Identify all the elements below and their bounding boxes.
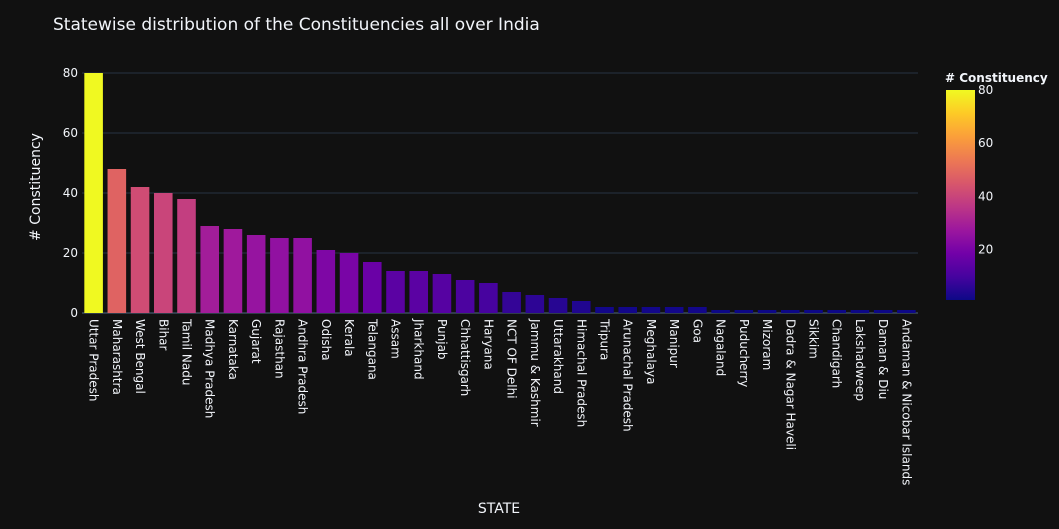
bar-punjab[interactable] bbox=[432, 274, 452, 313]
colorbar: # Constituency 20 40 60 80 bbox=[945, 71, 1048, 300]
x-tick-label: Himachal Pradesh bbox=[574, 319, 588, 427]
y-tick-label: 60 bbox=[63, 126, 78, 140]
x-tick-label: Tamil Nadu bbox=[180, 318, 194, 385]
x-tick-label: Andhra Pradesh bbox=[296, 319, 310, 414]
x-tick-label: Assam bbox=[389, 319, 403, 359]
bar-bihar[interactable] bbox=[153, 193, 173, 313]
bars bbox=[84, 73, 916, 313]
bar-sikkim[interactable] bbox=[804, 310, 823, 313]
bar-haryana[interactable] bbox=[479, 283, 498, 313]
bar-nagaland[interactable] bbox=[711, 310, 730, 313]
bar-goa[interactable] bbox=[688, 307, 707, 313]
colorbar-tick-label: 40 bbox=[978, 189, 993, 203]
bar-rajasthan[interactable] bbox=[270, 238, 289, 313]
bar-lakshadweep[interactable] bbox=[850, 310, 870, 313]
x-tick-label: Puducherry bbox=[737, 319, 751, 387]
x-tick-label: Arunachal Pradesh bbox=[621, 319, 635, 432]
x-tick-label: Sikkim bbox=[807, 319, 821, 359]
bar-tamil-nadu[interactable] bbox=[177, 199, 196, 313]
bar-assam[interactable] bbox=[386, 271, 405, 313]
x-tick-label: Lakshadweep bbox=[853, 319, 867, 401]
x-tick-labels: Uttar Pradesh Maharashtra West Bengal Bihar… bbox=[87, 318, 914, 485]
x-tick-label: Maharashtra bbox=[110, 319, 124, 395]
bar-andhra-pradesh[interactable] bbox=[293, 238, 312, 313]
bar-chandigarh[interactable] bbox=[827, 310, 847, 313]
x-tick-label: NCT OF Delhi bbox=[505, 319, 519, 399]
y-tick-label: 0 bbox=[70, 306, 78, 320]
grid-lines bbox=[82, 72, 918, 314]
x-tick-label: Haryana bbox=[481, 319, 495, 370]
bar-jharkhand[interactable] bbox=[409, 271, 429, 313]
y-tick-labels: 0 20 40 60 80 bbox=[63, 66, 78, 320]
bar-nct-of-delhi[interactable] bbox=[502, 292, 521, 313]
colorbar-tick-label: 80 bbox=[978, 83, 993, 97]
bar-manipur[interactable] bbox=[664, 307, 684, 313]
bar-maharashtra[interactable] bbox=[107, 169, 127, 313]
x-tick-label: Rajasthan bbox=[272, 319, 286, 379]
bar-mizoram[interactable] bbox=[757, 310, 777, 313]
colorbar-title: # Constituency bbox=[945, 71, 1048, 85]
bar-uttar-pradesh[interactable] bbox=[84, 73, 103, 313]
x-tick-label: Manipur bbox=[667, 319, 681, 368]
x-tick-label: Meghalaya bbox=[644, 319, 658, 384]
y-tick-label: 20 bbox=[63, 246, 78, 260]
bar-dadra-nagar-haveli[interactable] bbox=[780, 310, 800, 313]
bar-jammu-kashmir[interactable] bbox=[525, 295, 545, 313]
x-tick-label: Kerala bbox=[342, 319, 356, 357]
x-tick-label: Daman & Diu bbox=[876, 319, 890, 399]
x-tick-label: Gujarat bbox=[249, 319, 263, 364]
bar-chhattisgarh[interactable] bbox=[455, 280, 475, 313]
bar-telangana[interactable] bbox=[362, 262, 382, 313]
x-tick-label: Uttar Pradesh bbox=[87, 319, 101, 401]
bar-puducherry[interactable] bbox=[734, 310, 754, 313]
bar-arunachal-pradesh[interactable] bbox=[618, 307, 638, 313]
bar-andaman-nicobar-islands[interactable] bbox=[897, 310, 916, 313]
bar-meghalaya[interactable] bbox=[641, 307, 661, 313]
x-axis-label: STATE bbox=[478, 501, 520, 517]
x-tick-label: Uttarakhand bbox=[551, 319, 565, 394]
y-tick-label: 40 bbox=[63, 186, 78, 200]
x-tick-label: West Bengal bbox=[133, 319, 147, 394]
x-tick-label: Telangana bbox=[365, 318, 379, 380]
x-tick-label: Jammu & Kashmir bbox=[528, 318, 542, 427]
x-tick-label: Dadra & Nagar Haveli bbox=[783, 319, 797, 450]
x-tick-label: Odisha bbox=[319, 319, 333, 361]
x-tick-label: Punjab bbox=[435, 319, 449, 360]
bar-uttarakhand[interactable] bbox=[548, 298, 568, 313]
x-tick-label: Goa bbox=[690, 319, 704, 343]
bar-kerala[interactable] bbox=[339, 253, 359, 313]
colorbar-gradient bbox=[946, 90, 975, 300]
chart-title: Statewise distribution of the Constituen… bbox=[53, 15, 540, 35]
x-tick-label: Andaman & Nicobar Islands bbox=[899, 319, 913, 485]
x-tick-label: Madhya Pradesh bbox=[203, 319, 217, 418]
colorbar-tick-labels: 20 40 60 80 bbox=[978, 83, 993, 256]
bar-odisha[interactable] bbox=[316, 250, 336, 313]
x-tick-label: Jharkhand bbox=[412, 318, 426, 380]
x-tick-label: Bihar bbox=[156, 319, 170, 351]
x-tick-label: Karnataka bbox=[226, 319, 240, 380]
bar-himachal-pradesh[interactable] bbox=[571, 301, 591, 313]
colorbar-tick-label: 20 bbox=[978, 242, 993, 256]
bar-west-bengal[interactable] bbox=[130, 187, 150, 313]
bar-madhya-pradesh[interactable] bbox=[200, 226, 220, 313]
x-tick-label: Mizoram bbox=[760, 319, 774, 370]
y-tick-label: 80 bbox=[63, 66, 78, 80]
x-tick-label: Tripura bbox=[598, 318, 612, 360]
colorbar-tick-label: 60 bbox=[978, 136, 993, 150]
x-tick-label: Chhattisgarh bbox=[458, 319, 472, 396]
bar-tripura[interactable] bbox=[595, 307, 614, 313]
x-tick-label: Nagaland bbox=[714, 319, 728, 376]
bar-karnataka[interactable] bbox=[223, 229, 243, 313]
bar-gujarat[interactable] bbox=[246, 235, 266, 313]
y-axis-label: # Constituency bbox=[28, 133, 44, 241]
x-tick-label: Chandigarh bbox=[830, 319, 844, 388]
bar-daman-diu[interactable] bbox=[873, 310, 893, 313]
